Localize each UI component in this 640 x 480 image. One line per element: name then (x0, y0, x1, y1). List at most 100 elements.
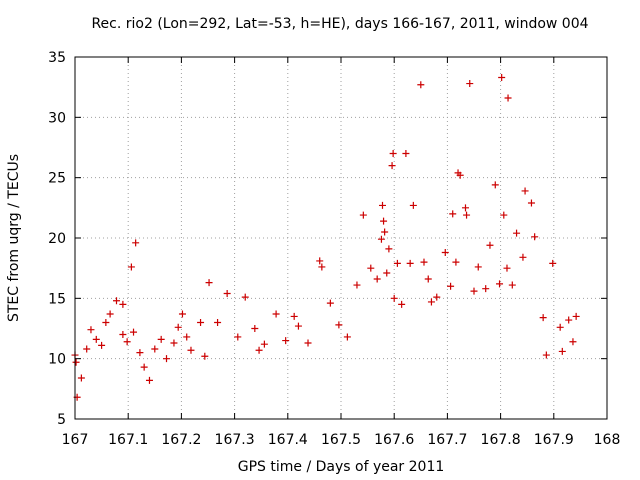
data-point-marker (255, 346, 263, 354)
data-point-marker (183, 333, 191, 341)
data-point-marker (353, 281, 361, 289)
data-point-marker (424, 275, 432, 283)
data-point-marker (260, 340, 268, 348)
data-point-marker (178, 310, 186, 318)
data-point-marker (318, 263, 326, 271)
data-point-marker (417, 81, 425, 89)
data-point-marker (452, 258, 460, 266)
data-point-marker (187, 346, 195, 354)
data-point-marker (112, 297, 120, 305)
data-point-marker (519, 253, 527, 261)
data-point-marker (367, 264, 375, 272)
data-point-marker (420, 258, 428, 266)
data-point-marker (385, 245, 393, 253)
data-point-marker (119, 300, 127, 308)
data-point-marker (205, 279, 213, 287)
data-point-marker (474, 263, 482, 271)
data-point-marker (92, 335, 100, 343)
data-point-marker (498, 74, 506, 82)
y-tick-label: 35 (48, 50, 66, 66)
data-point-marker (527, 199, 535, 207)
data-points (71, 74, 580, 401)
data-point-marker (290, 312, 298, 320)
data-point-marker (406, 259, 414, 267)
data-point-marker (521, 187, 529, 195)
data-point-marker (569, 338, 577, 346)
data-point-marker (234, 333, 242, 341)
data-point-marker (83, 345, 91, 353)
y-tick-label: 15 (48, 291, 66, 307)
data-point-marker (503, 264, 511, 272)
x-tick-label: 168 (594, 432, 621, 448)
chart-title: Rec. rio2 (Lon=292, Lat=-53, h=HE), days… (91, 16, 588, 32)
data-point-marker (223, 290, 231, 298)
data-point-marker (316, 257, 324, 265)
x-tick-label: 167.4 (268, 432, 308, 448)
data-point-marker (539, 314, 547, 322)
data-point-marker (132, 239, 140, 247)
data-point-marker (98, 341, 106, 349)
data-point-marker (456, 171, 464, 179)
data-point-marker (380, 217, 388, 225)
data-point-marker (409, 201, 417, 209)
data-point-marker (294, 322, 302, 330)
data-point-marker (486, 241, 494, 249)
data-point-marker (157, 335, 165, 343)
x-tick-label: 167.1 (108, 432, 148, 448)
data-point-marker (565, 316, 573, 324)
data-point-marker (470, 287, 478, 295)
data-point-marker (201, 352, 209, 360)
data-point-marker (466, 80, 474, 88)
data-point-marker (282, 337, 290, 345)
data-point-marker (123, 338, 131, 346)
data-point-marker (549, 259, 557, 267)
data-point-marker (335, 321, 343, 329)
data-point-marker (504, 94, 512, 102)
data-point-marker (136, 349, 144, 357)
x-tick-label: 167 (62, 432, 89, 448)
data-point-marker (359, 211, 367, 219)
data-point-marker (441, 248, 449, 256)
data-point-marker (378, 201, 386, 209)
data-point-marker (304, 339, 312, 347)
data-point-marker (383, 269, 391, 277)
data-point-marker (482, 285, 490, 293)
x-tick-label: 167.7 (427, 432, 467, 448)
data-point-marker (556, 323, 564, 331)
data-point-marker (151, 345, 159, 353)
data-point-marker (130, 328, 138, 336)
data-point-marker (542, 351, 550, 359)
x-axis-label: GPS time / Days of year 2011 (238, 459, 445, 475)
data-point-marker (388, 162, 396, 170)
x-tick-label: 167.8 (481, 432, 521, 448)
grid-lines (75, 57, 607, 419)
y-tick-label: 30 (48, 110, 66, 126)
data-point-marker (272, 310, 280, 318)
data-point-marker (496, 280, 504, 288)
data-point-marker (163, 355, 171, 363)
data-point-marker (572, 312, 580, 320)
data-point-marker (433, 293, 441, 301)
data-point-marker (197, 318, 205, 326)
data-point-marker (389, 150, 397, 158)
x-tick-label: 167.2 (161, 432, 201, 448)
data-point-marker (463, 211, 471, 219)
x-tick-label: 167.3 (215, 432, 255, 448)
y-tick-label: 25 (48, 171, 66, 187)
data-point-marker (461, 204, 469, 212)
data-point-marker (558, 347, 566, 355)
data-point-marker (393, 259, 401, 267)
data-point-marker (402, 150, 410, 158)
data-point-marker (140, 363, 148, 371)
data-point-marker (398, 300, 406, 308)
data-point-marker (174, 323, 182, 331)
data-point-marker (214, 318, 222, 326)
data-point-marker (343, 333, 351, 341)
data-point-marker (447, 282, 455, 290)
data-point-marker (531, 233, 539, 241)
data-point-marker (427, 298, 435, 306)
data-point-marker (72, 358, 80, 366)
data-point-marker (500, 211, 508, 219)
data-point-marker (373, 275, 381, 283)
